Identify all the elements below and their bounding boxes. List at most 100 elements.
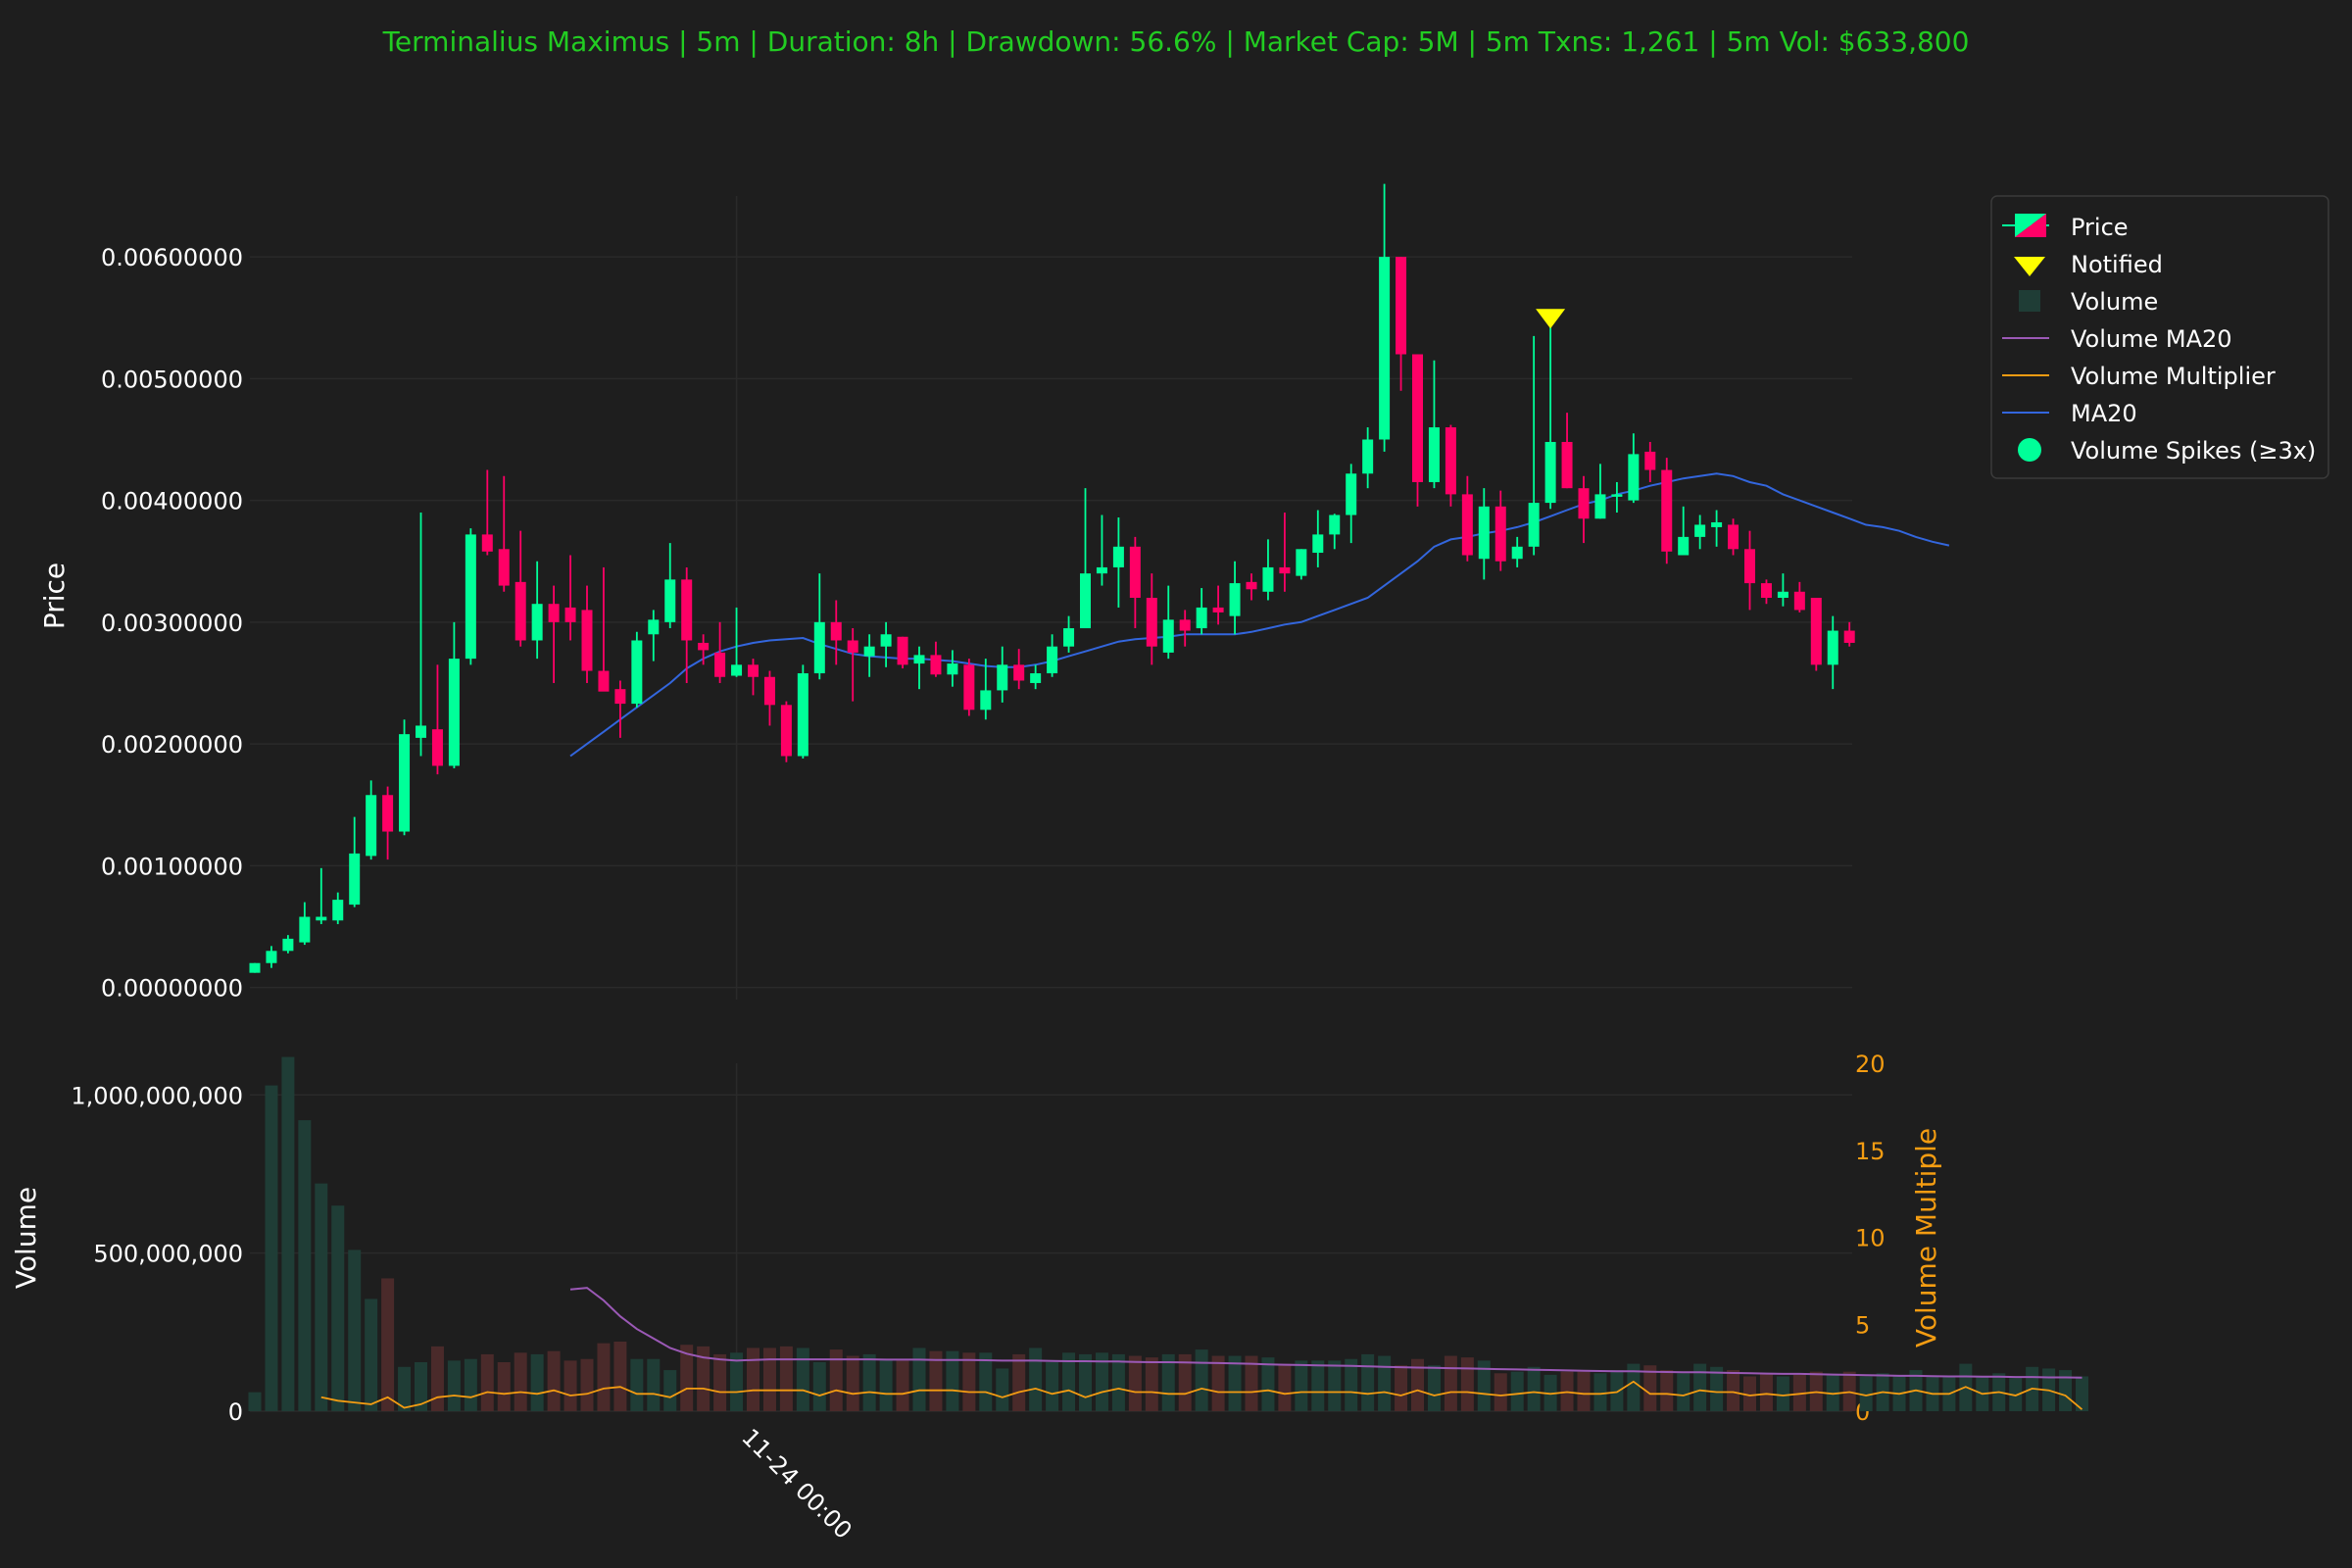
candle: [1229, 561, 1241, 635]
volume-ma20-line: [569, 1287, 2082, 1379]
candle-body: [1793, 591, 1805, 611]
candle-body: [1262, 566, 1274, 592]
volume-bar: [1627, 1363, 1641, 1411]
candle-body: [581, 610, 593, 671]
volume-bar: [1311, 1360, 1325, 1411]
candle: [1362, 427, 1374, 489]
price-tick-label: 0.00600000: [101, 244, 243, 271]
candle-body: [681, 579, 693, 641]
candle-body: [1644, 451, 1656, 470]
volume-multiple-tick-label: 10: [1855, 1225, 1886, 1252]
volume-bar: [979, 1352, 993, 1411]
volume-bar: [1643, 1365, 1657, 1411]
volume-bar: [1677, 1373, 1690, 1411]
candle: [548, 585, 560, 683]
legend-label-volume-multiplier: Volume Multiplier: [2071, 363, 2276, 390]
volume-bar: [497, 1361, 511, 1411]
candle: [1412, 354, 1423, 507]
volume-bar: [1477, 1360, 1491, 1411]
volume-bar: [1378, 1355, 1392, 1411]
candle: [1063, 615, 1075, 653]
volume-bar: [248, 1392, 262, 1411]
candle: [847, 628, 858, 702]
candle: [481, 469, 493, 556]
candle-body: [1013, 664, 1025, 681]
candle: [1661, 458, 1673, 564]
volume-bar: [1328, 1360, 1342, 1411]
volume-bar: [1145, 1357, 1158, 1411]
candle-body: [366, 795, 377, 857]
volume-bar: [829, 1349, 843, 1411]
price-axis-label: Price: [38, 563, 71, 629]
candle-body: [1728, 524, 1740, 550]
volume-bar: [1111, 1353, 1125, 1411]
candle: [1528, 335, 1540, 556]
candle-body: [1428, 427, 1440, 482]
volume-bar: [1079, 1353, 1092, 1411]
candle: [266, 946, 277, 968]
candle-body: [1544, 441, 1556, 504]
candle: [1594, 464, 1606, 519]
legend-box: [1990, 195, 2329, 479]
candle-body: [1611, 494, 1623, 497]
volume-bar: [1427, 1365, 1441, 1411]
candle: [399, 719, 411, 836]
candle-body: [664, 579, 676, 622]
volume-bar: [447, 1360, 461, 1411]
candle: [581, 585, 593, 683]
candle-body: [349, 853, 361, 906]
candle: [1644, 441, 1656, 482]
price-candles: [249, 183, 1855, 973]
volume-bar: [1660, 1370, 1674, 1411]
candle-body: [1827, 630, 1838, 665]
candle: [1162, 585, 1174, 660]
candle-body: [1561, 441, 1573, 489]
volume-bar: [1095, 1352, 1108, 1411]
volume-bar: [265, 1085, 278, 1411]
volume-bar: [564, 1360, 577, 1411]
candle-body: [1678, 536, 1690, 556]
candle: [797, 664, 808, 759]
volume-bar: [398, 1366, 412, 1411]
volume-bar: [1610, 1370, 1624, 1411]
volume-bar: [697, 1346, 710, 1411]
candle: [299, 902, 311, 946]
candle: [431, 664, 443, 775]
candle: [1379, 183, 1391, 452]
candle-body: [1810, 598, 1822, 665]
candle-body: [1196, 607, 1207, 629]
candle: [564, 555, 576, 641]
candle: [1478, 488, 1490, 580]
volume-bar: [862, 1353, 876, 1411]
volume-multiplier-line: [320, 1380, 2083, 1410]
volume-bar: [430, 1346, 444, 1411]
candle-body: [1030, 673, 1042, 683]
candle: [731, 607, 743, 677]
legend-label-price: Price: [2071, 214, 2129, 241]
candle-body: [880, 634, 892, 647]
candle-body: [1744, 549, 1755, 584]
candle-body: [249, 962, 261, 973]
candle: [1494, 490, 1506, 571]
candle: [1179, 610, 1191, 647]
candle-body: [1346, 473, 1357, 515]
volume-bar: [1776, 1376, 1789, 1411]
candle: [598, 566, 610, 692]
candle: [1611, 481, 1623, 514]
volume-bar: [331, 1205, 345, 1411]
volume-tick-label: 500,000,000: [93, 1241, 243, 1268]
volume-bar: [996, 1368, 1009, 1411]
candle: [1711, 510, 1723, 547]
volume-bar: [879, 1358, 893, 1411]
volume-bar: [1046, 1361, 1059, 1411]
volume-multiple-tick-label: 15: [1855, 1138, 1886, 1165]
candle-body: [780, 705, 792, 757]
volume-tick-label: 1,000,000,000: [71, 1082, 243, 1109]
candle-body: [997, 664, 1008, 691]
candle-body: [282, 938, 294, 952]
candle: [1396, 257, 1407, 391]
candle: [1578, 475, 1590, 544]
candle: [316, 867, 327, 924]
volume-bar: [1261, 1357, 1275, 1411]
candle: [897, 636, 908, 669]
